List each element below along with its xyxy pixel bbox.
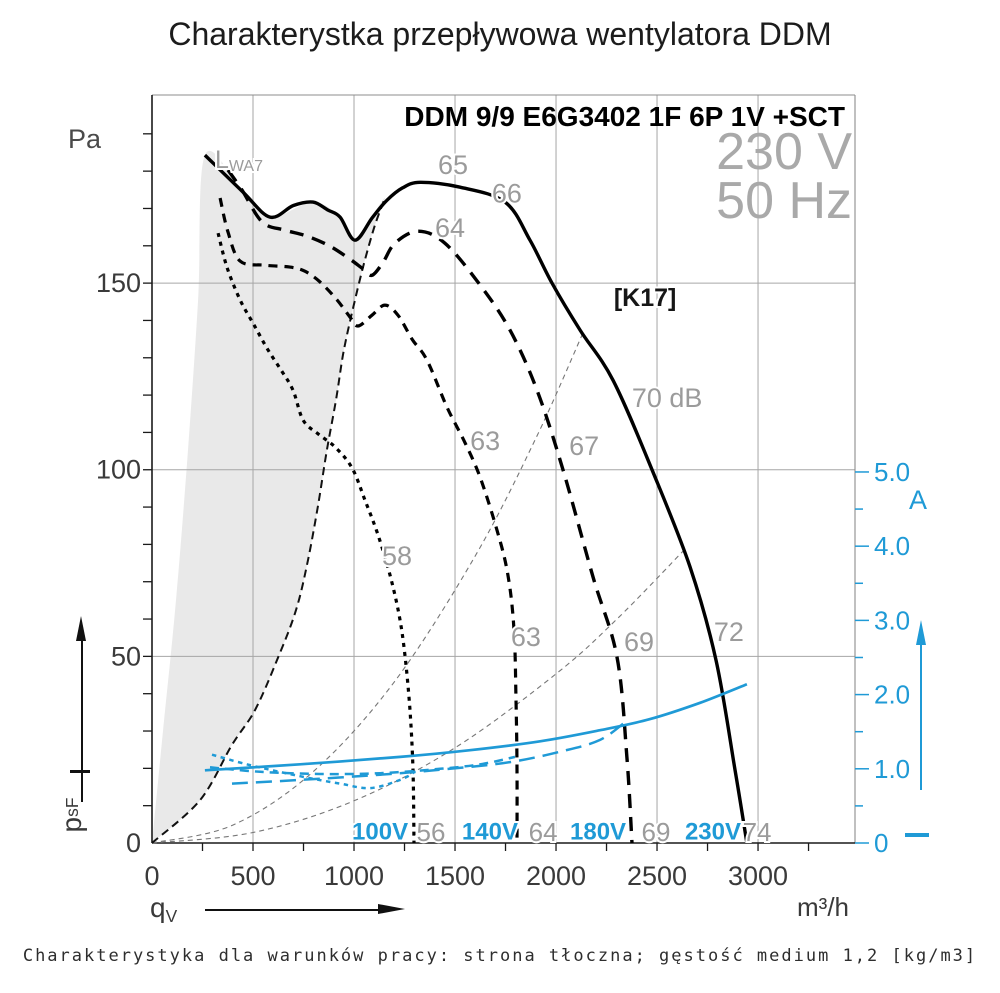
current-tick-label: 2.0 <box>874 680 910 710</box>
x-tick-label: 500 <box>230 861 275 891</box>
current-tick-label: 4.0 <box>874 531 910 561</box>
current-unit-label: A <box>909 485 928 515</box>
sound-level-label: 64 <box>529 817 558 847</box>
voltage-label: 180V <box>570 818 626 845</box>
x-tick-label: 1000 <box>324 861 384 891</box>
annotation-label: 63 <box>470 426 500 456</box>
model-label: DDM 9/9 E6G3402 1F 6P 1V +SCT <box>404 101 845 132</box>
x-tick-label: 0 <box>144 861 159 891</box>
pressure-tick-label: 100 <box>96 455 141 485</box>
x-tick-label: 3000 <box>728 861 788 891</box>
annotation-label: LWA7 <box>215 146 263 175</box>
pressure-axis-arrow-shaft <box>81 640 83 802</box>
annotation-label: 67 <box>569 431 599 461</box>
curve-system-curve-2 <box>151 550 684 844</box>
flow-axis-arrow-shaft <box>205 909 378 911</box>
voltage-label: 230 V <box>716 123 852 181</box>
sound-level-label: 74 <box>743 817 772 847</box>
pressure-axis-arrow-icon <box>76 616 86 641</box>
pressure-tick-label: 0 <box>126 828 141 858</box>
chart-frame <box>151 94 856 844</box>
curve-pressure-100V <box>216 232 416 844</box>
curve-pressure-180V <box>226 169 634 844</box>
current-axis-arrow-icon <box>916 620 926 645</box>
current-linestyle-key <box>905 833 929 837</box>
curve-annotations: LWA7 65 66 64 63 67 70 dB 58 63 69 72 [K17] <box>213 144 746 659</box>
annotation-label: 64 <box>435 213 465 243</box>
voltage-row: 100V 56 140V 64 180V 69 230V 74 <box>350 815 773 849</box>
pressure-unit-label: Pa <box>68 124 102 154</box>
curve-pressure-140V <box>218 197 519 844</box>
frequency-label: 50 Hz <box>716 172 852 230</box>
curve-current-230V <box>204 682 748 772</box>
voltage-label: 230V <box>685 818 741 845</box>
tick-labels: 0 500 1000 1500 2000 2500 300005010015001.02.0… <box>94 266 912 893</box>
voltage-label: 100V <box>352 818 408 845</box>
unstable-operating-region <box>152 150 385 844</box>
sound-level-label: 69 <box>642 817 671 847</box>
flow-axis-arrow-icon <box>378 904 405 914</box>
flow-symbol: q <box>150 892 166 923</box>
annotation-label: 66 <box>492 179 522 209</box>
curve-pressure-230V <box>203 153 749 844</box>
x-tick-label: 2500 <box>627 861 687 891</box>
page-title: Charakterystka przepływowa wentylatora D… <box>168 16 832 52</box>
annotation-label: 65 <box>438 150 468 180</box>
curve-current-140V <box>209 755 516 776</box>
voltage-label: 140V <box>462 818 518 845</box>
current-tick-label: 1.0 <box>874 754 910 784</box>
pressure-tick-label: 50 <box>111 641 141 671</box>
current-tick-label: 3.0 <box>874 605 910 635</box>
caption: Charakterystyka dla warunków pracy: stro… <box>22 946 978 966</box>
curve-stall-boundary <box>151 197 386 844</box>
pressure-symbol: p <box>56 816 87 833</box>
flow-unit-label: m³/h <box>797 892 849 922</box>
annotation-label: 58 <box>382 541 412 571</box>
annotation-label: 69 <box>624 627 654 657</box>
axis-ticks <box>143 133 869 851</box>
curve-current-180V <box>231 718 629 785</box>
annotation-label: 70 dB <box>632 383 703 413</box>
annotation-label: 63 <box>511 622 541 652</box>
flow-axis-symbol: qV <box>150 892 177 927</box>
curve-current-100V <box>211 753 416 790</box>
sound-level-label: 56 <box>417 817 446 847</box>
pressure-symbol-sub: sF <box>61 797 82 817</box>
x-tick-label: 1500 <box>425 861 485 891</box>
annotation-label: 72 <box>714 617 744 647</box>
current-tick-label: 5.0 <box>874 457 910 487</box>
annotation-label: [K17] <box>614 284 677 312</box>
curve-system-curve-1 <box>151 332 584 844</box>
supply-info: 230 V 50 Hz <box>716 123 852 230</box>
pressure-linestyle-key <box>70 770 90 773</box>
flow-symbol-sub: V <box>165 905 178 926</box>
current-tick-label: 0 <box>874 828 888 858</box>
pressure-tick-label: 150 <box>96 268 141 298</box>
current-axis-arrow-shaft <box>920 645 922 790</box>
x-tick-label: 2000 <box>526 861 586 891</box>
